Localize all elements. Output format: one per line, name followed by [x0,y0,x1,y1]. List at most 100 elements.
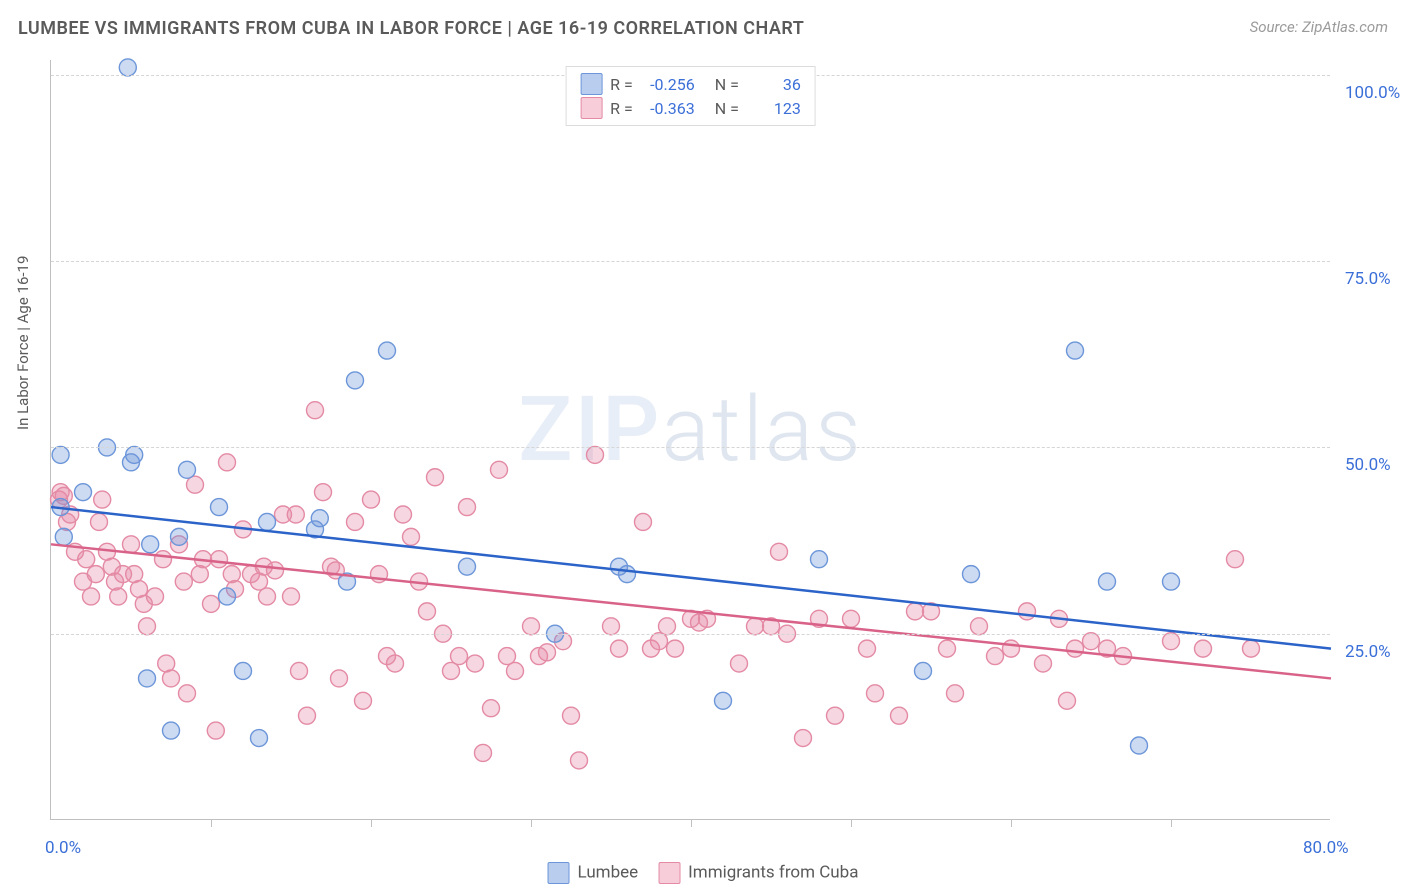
legend-stat-row-cuba: R =-0.363N =123 [580,97,801,119]
data-point-cuba [87,566,104,583]
data-point-cuba [1067,640,1084,657]
data-point-cuba [1003,640,1020,657]
data-point-cuba [587,446,604,463]
scatter-svg [51,60,1330,819]
gridline [51,447,1330,448]
legend-swatch [658,862,680,884]
data-point-cuba [483,700,500,717]
data-point-lumbee [1163,573,1180,590]
y-tick-label: 75.0% [1345,269,1391,289]
data-point-cuba [667,640,684,657]
data-point-cuba [163,670,180,687]
data-point-lumbee [179,461,196,478]
legend-swatch [548,862,570,884]
data-point-lumbee [219,588,236,605]
legend-swatch [580,97,602,119]
data-point-lumbee [311,510,328,527]
source-attribution: Source: ZipAtlas.com [1250,18,1388,36]
data-point-cuba [1195,640,1212,657]
data-point-cuba [347,513,364,530]
chart-plot-area: ZIPatlas R =-0.256N =36R =-0.363N =123 2… [50,60,1330,820]
data-point-cuba [403,528,420,545]
data-point-cuba [987,648,1004,665]
correlation-legend: R =-0.256N =36R =-0.363N =123 [565,66,816,126]
r-value: -0.363 [641,99,695,118]
data-point-cuba [78,551,95,568]
data-point-lumbee [251,730,268,747]
data-point-lumbee [619,566,636,583]
data-point-lumbee [1067,342,1084,359]
data-point-cuba [191,566,208,583]
data-point-cuba [331,670,348,687]
data-point-lumbee [347,372,364,389]
x-tick [1011,819,1012,827]
data-point-cuba [307,402,324,419]
data-point-cuba [363,491,380,508]
legend-item-lumbee: Lumbee [548,862,639,884]
legend-stat-row-lumbee: R =-0.256N =36 [580,73,801,95]
data-point-cuba [267,562,284,579]
legend-swatch [580,73,602,95]
data-point-cuba [1059,692,1076,709]
n-label: N = [715,99,739,118]
data-point-cuba [427,469,444,486]
data-point-lumbee [75,484,92,501]
data-point-cuba [219,454,236,471]
data-point-lumbee [235,662,252,679]
n-value: 123 [747,99,801,118]
x-origin-label: 0.0% [45,838,81,858]
x-tick [851,819,852,827]
data-point-cuba [827,707,844,724]
data-point-lumbee [126,446,143,463]
x-tick [691,819,692,827]
data-point-cuba [659,618,676,635]
data-point-cuba [907,603,924,620]
data-point-cuba [843,610,860,627]
data-point-cuba [387,655,404,672]
legend-item-cuba: Immigrants from Cuba [658,862,858,884]
data-point-cuba [175,573,192,590]
data-point-cuba [291,662,308,679]
data-point-cuba [947,685,964,702]
data-point-cuba [155,551,172,568]
y-tick-label: 50.0% [1345,455,1391,475]
data-point-cuba [571,752,588,769]
data-point-lumbee [459,558,476,575]
data-point-cuba [523,618,540,635]
data-point-cuba [939,640,956,657]
data-point-cuba [259,588,276,605]
data-point-cuba [395,506,412,523]
data-point-cuba [451,648,468,665]
regression-line-cuba [51,544,1331,678]
data-point-cuba [747,618,764,635]
data-point-lumbee [1099,573,1116,590]
data-point-cuba [611,640,628,657]
data-point-cuba [1083,633,1100,650]
gridline [51,634,1330,635]
data-point-lumbee [715,692,732,709]
data-point-cuba [179,685,196,702]
gridline [51,261,1330,262]
data-point-cuba [83,588,100,605]
y-axis-label: In Labor Force | Age 16-19 [14,256,32,430]
chart-title: LUMBEE VS IMMIGRANTS FROM CUBA IN LABOR … [18,18,804,39]
data-point-cuba [867,685,884,702]
data-point-cuba [287,506,304,523]
data-point-lumbee [55,528,72,545]
data-point-lumbee [811,551,828,568]
data-point-cuba [91,513,108,530]
n-label: N = [715,75,739,94]
data-point-cuba [467,655,484,672]
y-tick-label: 25.0% [1345,642,1391,662]
x-tick [531,819,532,827]
data-point-cuba [491,461,508,478]
data-point-cuba [283,588,300,605]
data-point-cuba [123,536,140,553]
data-point-cuba [459,499,476,516]
data-point-cuba [94,491,111,508]
data-point-lumbee [915,662,932,679]
data-point-cuba [139,618,156,635]
data-point-cuba [603,618,620,635]
data-point-cuba [1243,640,1260,657]
data-point-cuba [971,618,988,635]
